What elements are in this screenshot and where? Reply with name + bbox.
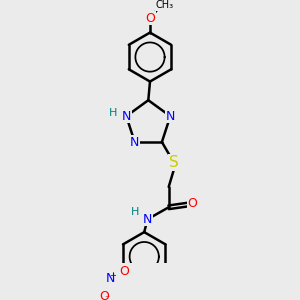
Text: N: N <box>122 110 131 123</box>
Text: N: N <box>166 110 175 123</box>
Text: H: H <box>109 108 118 118</box>
Text: CH₃: CH₃ <box>156 0 174 11</box>
Text: N: N <box>130 136 140 148</box>
Text: N: N <box>143 213 152 226</box>
Text: +: + <box>109 271 116 280</box>
Text: H: H <box>130 207 139 217</box>
Text: O: O <box>119 265 129 278</box>
Text: ⁻: ⁻ <box>105 294 110 300</box>
Text: N: N <box>105 272 115 285</box>
Text: O: O <box>145 12 155 25</box>
Text: S: S <box>169 155 179 170</box>
Text: O: O <box>99 290 109 300</box>
Text: O: O <box>188 197 197 210</box>
